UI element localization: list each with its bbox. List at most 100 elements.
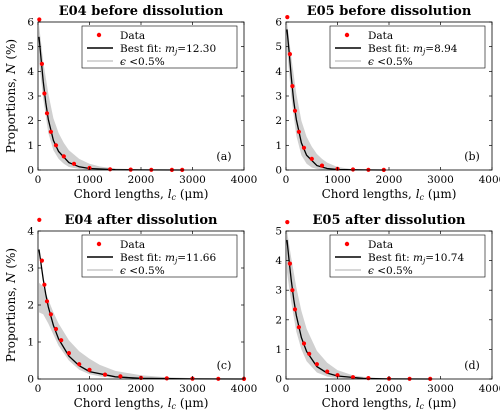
legend-band-label: ϵ <0.5% (120, 265, 165, 277)
legend-data-marker (96, 32, 102, 38)
data-point (301, 341, 307, 346)
y-axis-label: Proportions, N (%) (4, 39, 18, 153)
data-point (48, 312, 53, 317)
y-tick-label: 3 (27, 91, 34, 103)
data-point (77, 362, 82, 367)
x-tick-label: 2000 (128, 174, 155, 186)
data-point (39, 258, 44, 263)
x-tick-label: 3000 (427, 174, 454, 186)
data-point (296, 325, 301, 330)
uncertainty-band (39, 282, 244, 379)
y-tick-label: 5 (27, 41, 34, 53)
y-tick-label: 0 (27, 374, 34, 386)
data-point (285, 220, 290, 225)
data-point (292, 108, 298, 113)
data-point (307, 351, 312, 356)
y-tick-label: 4 (275, 66, 282, 78)
x-tick-label: 4000 (231, 383, 258, 395)
panel-title: E04 before dissolution (59, 4, 224, 19)
y-tick-label: 4 (27, 226, 34, 238)
data-point (118, 374, 123, 379)
panel-title: E04 after dissolution (65, 213, 219, 228)
data-point (335, 373, 340, 378)
y-tick-label: 2 (27, 300, 34, 312)
x-tick-label: 2000 (376, 383, 403, 395)
panel-e05-before: E05 before dissolution 0 1000 2000 3000 … (275, 4, 500, 202)
x-tick-label: 1000 (324, 174, 351, 186)
x-tick-label: 0 (283, 383, 290, 395)
data-point (66, 351, 71, 356)
x-tick-label: 3000 (179, 174, 206, 186)
data-point (87, 367, 92, 372)
best-fit-line (286, 239, 431, 380)
y-tick-label: 1 (275, 344, 282, 356)
data-point (42, 282, 47, 287)
data-point (309, 156, 314, 161)
y-tick-label: 2 (275, 314, 282, 326)
data-point (71, 161, 77, 166)
legend-band-label: ϵ <0.5% (368, 265, 413, 277)
data-point (285, 15, 290, 20)
y-tick-label: 2 (275, 115, 282, 127)
y-tick-label: 3 (27, 263, 34, 275)
y-tick-label: 1 (27, 140, 34, 152)
data-point (350, 375, 356, 380)
legend-data-label: Data (368, 239, 393, 251)
y-axis-label: Proportions, N (%) (4, 248, 18, 362)
data-point (366, 376, 371, 381)
x-axis-label: Chord lengths, lc (μm) (322, 396, 457, 411)
legend-data-label: Data (120, 30, 145, 42)
x-tick-label: 0 (283, 174, 290, 186)
data-point (301, 145, 307, 150)
x-tick-label: 4000 (231, 174, 258, 186)
panel-e04-after: E04 after dissolution 0 1000 2000 3000 4… (4, 213, 257, 411)
x-tick-label: 3000 (179, 383, 206, 395)
data-point (290, 288, 295, 293)
panel-letter: (d) (464, 359, 480, 372)
x-tick-label: 0 (35, 383, 42, 395)
data-point (59, 338, 64, 343)
data-point (164, 376, 169, 381)
y-tick-label: 2 (27, 115, 34, 127)
data-point (314, 362, 319, 367)
x-tick-label: 0 (35, 174, 42, 186)
legend-fit-label: Best fit: mj=11.66 (120, 252, 216, 265)
best-fit-line (38, 249, 245, 380)
legend: Data Best fit: mj=11.66 ϵ <0.5% (81, 234, 238, 278)
x-axis-label: Chord lengths, lc (μm) (74, 187, 209, 202)
legend-fit-label: Best fit: mj=10.74 (368, 252, 464, 265)
panel-letter: (c) (217, 359, 232, 372)
x-axis-label: Chord lengths, lc (μm) (74, 396, 209, 411)
legend-band-label: ϵ <0.5% (120, 56, 165, 68)
legend-fit-label: Best fit: mj=12.30 (120, 43, 216, 56)
legend: Data Best fit: mj=8.94 ϵ <0.5% (329, 25, 486, 69)
y-tick-label: 5 (275, 226, 282, 238)
x-axis-label: Chord lengths, lc (μm) (322, 187, 457, 202)
y-tick-label: 1 (27, 337, 34, 349)
x-tick-label: 2000 (376, 174, 403, 186)
data-point (325, 369, 330, 374)
legend-data-marker (344, 241, 350, 247)
data-point (296, 129, 301, 134)
data-point (290, 84, 295, 89)
y-tick-label: 4 (275, 255, 282, 267)
y-tick-label: 3 (275, 91, 282, 103)
x-tick-label: 1000 (76, 174, 103, 186)
x-tick-label: 4000 (479, 174, 500, 186)
data-point (287, 52, 292, 57)
data-point (42, 91, 47, 96)
y-tick-label: 4 (27, 66, 34, 78)
panel-title: E05 after dissolution (313, 213, 467, 228)
x-tick-label: 2000 (128, 383, 155, 395)
panel-title: E05 before dissolution (307, 4, 472, 19)
data-point (48, 129, 53, 134)
x-tick-label: 3000 (427, 383, 454, 395)
data-point (44, 299, 50, 304)
x-tick-label: 4000 (479, 383, 500, 395)
data-point (37, 217, 42, 222)
panel-letter: (b) (464, 150, 480, 163)
data-point (44, 111, 50, 116)
panel-letter: (a) (216, 150, 231, 163)
data-point (61, 154, 66, 159)
